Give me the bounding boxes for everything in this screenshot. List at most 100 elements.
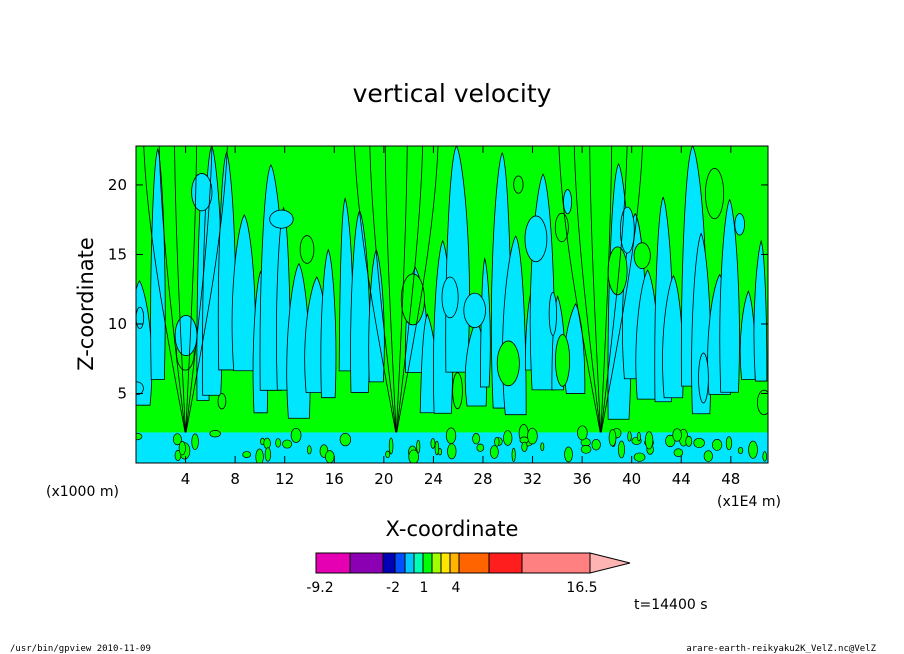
surface-cell — [711, 439, 723, 451]
surface-cell — [388, 437, 394, 455]
x-unit-left: (x1000 m) — [46, 484, 119, 500]
surface-cell — [430, 438, 436, 449]
updraft-contour — [600, 146, 628, 436]
contour-cell — [734, 213, 745, 236]
negative-plume — [480, 256, 491, 388]
surface-cell — [494, 437, 500, 447]
x-tick-label: 40 — [622, 470, 641, 488]
surface-cell — [618, 440, 625, 459]
contour-cell — [452, 372, 463, 410]
updraft-contour — [600, 146, 613, 436]
surface-cell — [527, 427, 538, 445]
contour-cell — [705, 167, 725, 220]
surface-cell — [591, 438, 601, 451]
surface-cell — [503, 430, 513, 446]
contour-cell — [136, 306, 145, 329]
x-tick-label: 8 — [230, 470, 240, 488]
x-unit-right: (x1E4 m) — [717, 494, 781, 510]
updraft-contour — [589, 146, 602, 436]
contour-cell — [524, 215, 548, 263]
surface-cell — [580, 444, 592, 454]
y-axis: 5 10 15 20 — [108, 176, 768, 402]
surface-cell — [748, 440, 758, 459]
surface-cell — [325, 450, 335, 463]
surface-cell — [445, 427, 457, 444]
surface-cell — [540, 442, 545, 452]
surface-cell — [672, 428, 682, 442]
surface-cell — [178, 441, 186, 456]
surface-cell — [476, 443, 485, 452]
updraft-contour — [395, 146, 408, 436]
contour-cell — [633, 242, 651, 270]
y-tick-label: 10 — [108, 315, 127, 333]
surface-cell — [264, 447, 272, 462]
x-tick-label: 16 — [325, 470, 344, 488]
colorbar-swatch — [431, 552, 442, 574]
surface-cell — [242, 451, 252, 458]
surface-cell — [275, 438, 281, 448]
x-tick-label: 44 — [672, 470, 691, 488]
x-tick-label: 20 — [374, 470, 393, 488]
footer-right: arare-earth-reikyaku2K_VelZ.nc@VelZ — [686, 644, 876, 654]
colorbar-swatch — [394, 552, 406, 574]
colorbar-label: 16.5 — [566, 580, 597, 596]
y-tick-label: 15 — [108, 245, 127, 263]
surface-cell — [263, 437, 271, 450]
surface-cell — [762, 451, 767, 462]
contour-cell — [554, 212, 569, 243]
colorbar-swatch — [458, 552, 490, 574]
updraft-contour — [174, 146, 186, 436]
colorbar-swatch — [440, 552, 451, 574]
surface-cell — [434, 440, 440, 456]
surface-cell — [416, 439, 421, 454]
colorbar-label: -2 — [386, 580, 400, 596]
surface-cell — [521, 441, 528, 452]
surface-cell — [447, 443, 457, 460]
contour-cell — [299, 235, 315, 264]
contour-cell — [441, 276, 459, 319]
contour-cell — [555, 334, 571, 387]
surface-cell — [255, 448, 264, 463]
contour-cell — [698, 352, 709, 404]
surface-cell — [172, 433, 182, 446]
negative-plume — [753, 239, 768, 382]
colorbar-label: 4 — [452, 580, 461, 596]
contour-cell — [563, 189, 573, 215]
contour-cell — [548, 292, 557, 336]
colorbar — [315, 552, 631, 574]
colorbar-swatch — [422, 552, 433, 574]
contour-cell — [191, 173, 213, 212]
surface-cell — [306, 445, 312, 455]
negative-plume — [320, 248, 337, 399]
updraft-contour — [185, 146, 228, 436]
time-label: t=14400 s — [634, 597, 708, 613]
surface-cell — [191, 433, 199, 450]
updraft-contour — [573, 146, 602, 436]
colorbar-label: 1 — [420, 580, 429, 596]
colorbar-swatch — [315, 552, 351, 574]
surface-cell — [703, 450, 713, 462]
updraft-contour — [158, 146, 186, 436]
updraft-contour — [143, 146, 186, 436]
surface-cell — [209, 430, 221, 438]
surface-cell — [644, 431, 654, 450]
updraft-contour — [384, 146, 397, 436]
x-tick-label: 28 — [473, 470, 492, 488]
contour-cell — [217, 393, 227, 410]
x-tick-label: 48 — [721, 470, 740, 488]
surface-cell — [693, 437, 705, 449]
colorbar-labels: -9.2 -2 1 4 16.5 — [306, 580, 597, 596]
surface-cell — [673, 448, 684, 457]
contour-cell — [620, 206, 635, 254]
contour-cell — [269, 209, 294, 229]
x-tick-label: 4 — [181, 470, 191, 488]
updraft-contour — [185, 146, 213, 436]
x-tick-label: 24 — [424, 470, 443, 488]
x-tick-label: 32 — [523, 470, 542, 488]
footer-left: /usr/bin/gpview 2010-11-09 — [10, 644, 151, 654]
colorbar-swatch — [382, 552, 396, 574]
updraft-contour — [395, 146, 439, 436]
colorbar-swatch — [349, 552, 384, 574]
surface-cell — [577, 425, 588, 441]
surface-cell — [489, 445, 499, 459]
